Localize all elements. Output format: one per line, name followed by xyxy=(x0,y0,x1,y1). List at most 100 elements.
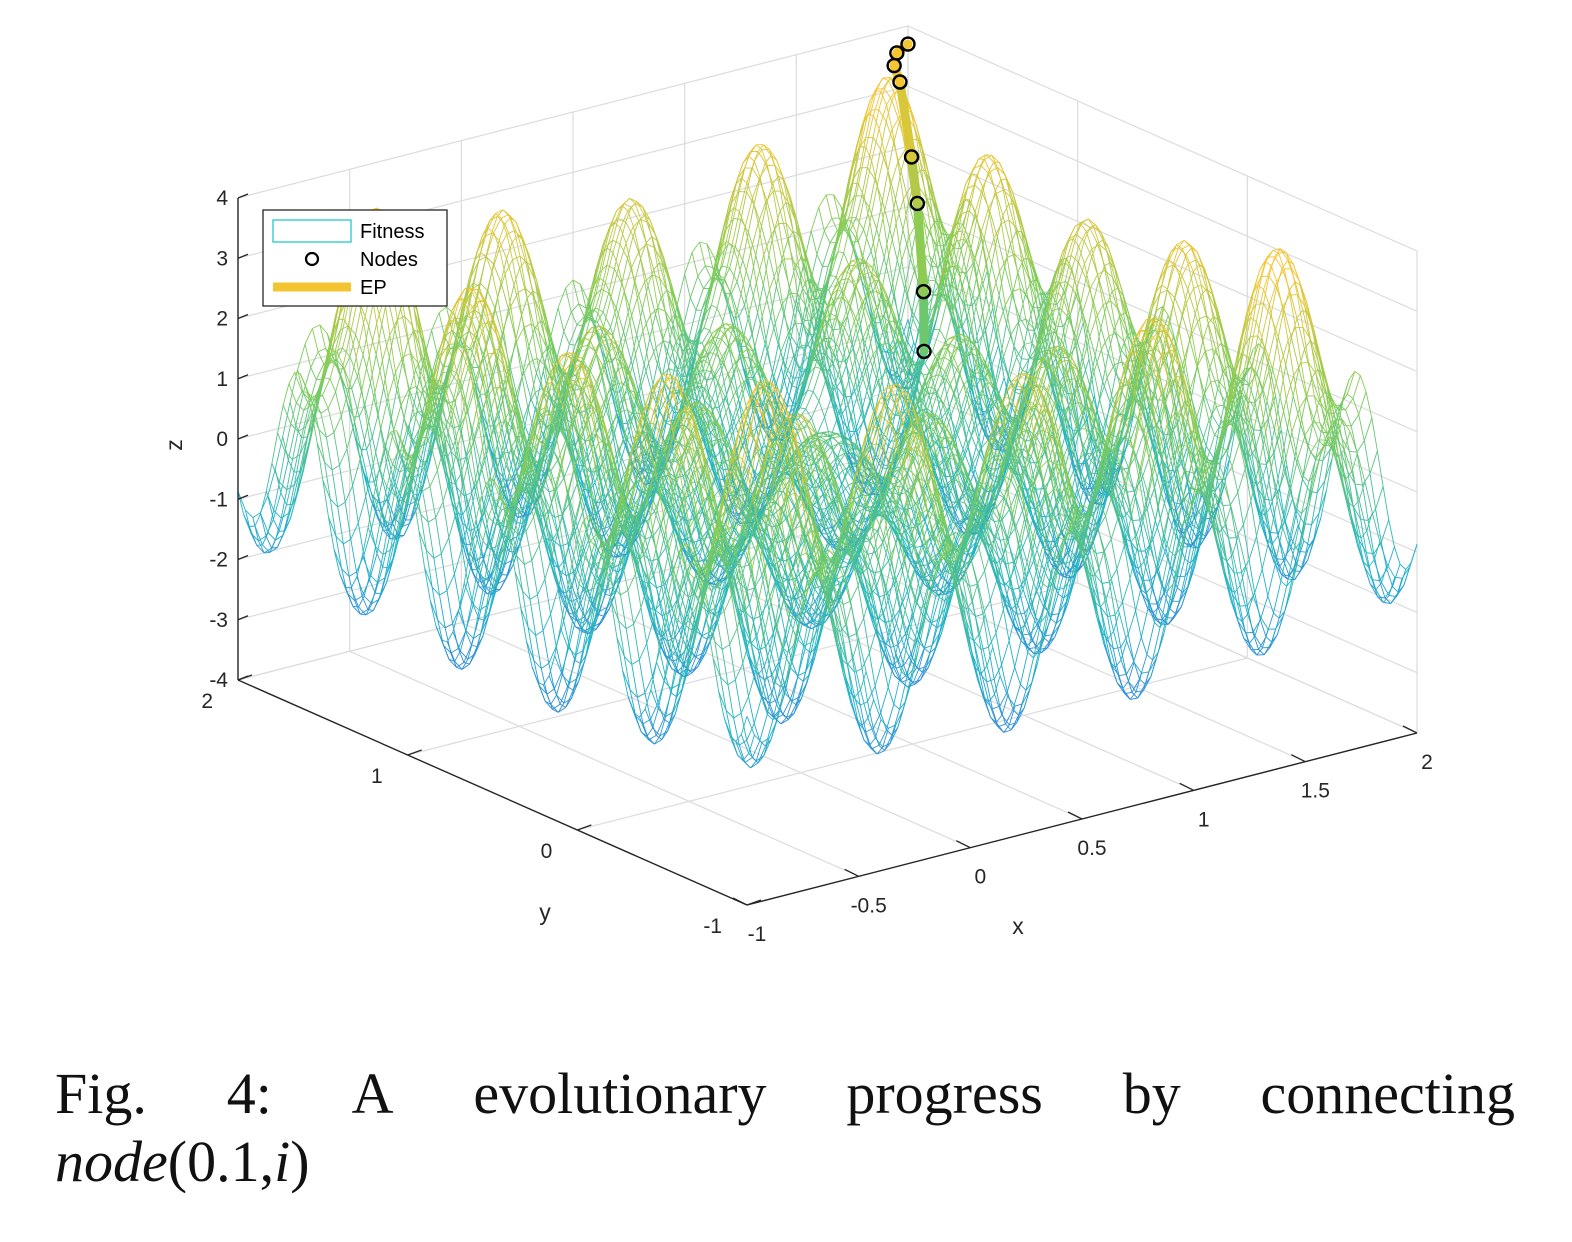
mesh-segment xyxy=(599,264,608,274)
mesh-segment xyxy=(300,404,310,438)
mesh-segment xyxy=(483,355,492,383)
mesh-segment xyxy=(738,182,748,212)
mesh-segment xyxy=(731,211,740,246)
mesh-segment xyxy=(954,223,964,236)
mesh-segment xyxy=(655,314,664,341)
mesh-segment xyxy=(768,149,778,161)
mesh-segment xyxy=(576,316,585,326)
mesh-segment xyxy=(731,191,740,204)
mesh-segment xyxy=(872,137,881,150)
mesh-segment xyxy=(595,307,604,313)
mesh-segment xyxy=(491,248,500,273)
mesh-segment xyxy=(359,426,368,460)
mesh-segment xyxy=(401,522,410,528)
mesh-segment xyxy=(331,464,340,471)
mesh-segment xyxy=(542,614,552,631)
mesh-segment xyxy=(315,363,325,380)
mesh-segment xyxy=(525,288,534,296)
mesh-segment xyxy=(389,319,398,336)
mesh-segment xyxy=(717,437,725,441)
mesh-segment xyxy=(409,390,418,411)
mesh-segment xyxy=(646,243,655,248)
mesh-segment xyxy=(701,330,711,344)
mesh-segment xyxy=(824,319,833,331)
mesh-segment xyxy=(610,267,619,297)
mesh-segment xyxy=(774,228,783,260)
mesh-segment xyxy=(480,283,489,292)
mesh-segment xyxy=(755,254,765,283)
mesh-segment xyxy=(864,396,873,420)
mesh-segment xyxy=(863,160,873,198)
mesh-segment xyxy=(260,513,269,533)
mesh-segment xyxy=(346,422,355,449)
mesh-segment xyxy=(703,277,712,289)
mesh-segment xyxy=(682,297,691,329)
mesh-segment xyxy=(470,286,480,319)
mesh-segment xyxy=(318,429,327,438)
mesh-segment xyxy=(691,241,700,253)
mesh-segment xyxy=(339,448,348,466)
mesh-segment xyxy=(472,367,481,395)
fitness-mesh xyxy=(237,77,1418,769)
mesh-segment xyxy=(710,274,720,306)
mesh-segment xyxy=(860,292,869,325)
mesh-segment xyxy=(310,351,319,368)
mesh-segment xyxy=(324,461,333,471)
mesh-segment xyxy=(861,221,871,259)
mesh-segment xyxy=(653,246,662,261)
mesh-segment xyxy=(650,307,659,316)
mesh-segment xyxy=(329,498,339,508)
mesh-segment xyxy=(292,454,301,460)
mesh-segment xyxy=(578,377,586,380)
mesh-segment xyxy=(769,269,778,290)
mesh-segment xyxy=(498,240,508,259)
mesh-segment xyxy=(450,648,459,654)
mesh-segment xyxy=(519,267,528,299)
mesh-segment xyxy=(505,446,515,475)
mesh-segment xyxy=(765,190,774,203)
mesh-segment xyxy=(485,394,494,427)
mesh-segment xyxy=(406,413,415,430)
mesh-segment xyxy=(882,185,891,219)
mesh-segment xyxy=(858,361,867,385)
mesh-segment xyxy=(616,291,625,321)
mesh-segment xyxy=(578,303,587,309)
mesh-segment xyxy=(603,296,612,328)
mesh-segment xyxy=(439,590,448,596)
mesh-segment xyxy=(811,307,820,321)
mesh-segment xyxy=(387,372,396,398)
mesh-segment xyxy=(863,229,872,252)
mesh-segment xyxy=(545,346,555,371)
mesh-segment xyxy=(643,364,653,392)
mesh-segment xyxy=(597,282,606,314)
mesh-segment xyxy=(400,308,409,342)
mesh-segment xyxy=(360,449,369,483)
mesh-segment xyxy=(739,191,747,193)
mesh-segment xyxy=(775,285,785,315)
mesh-segment xyxy=(427,517,436,523)
mesh-segment xyxy=(628,306,638,336)
mesh-segment xyxy=(429,353,438,382)
mesh-segment xyxy=(532,290,541,322)
mesh-segment xyxy=(714,321,724,344)
mesh-segment xyxy=(493,386,501,389)
mesh-segment xyxy=(896,260,906,290)
mesh-segment xyxy=(729,267,738,282)
mesh-segment xyxy=(337,501,346,508)
mesh-segment xyxy=(834,290,843,305)
mesh-segment xyxy=(649,337,658,365)
mesh-segment xyxy=(438,306,447,314)
mesh-segment xyxy=(703,399,713,409)
mesh-segment xyxy=(550,307,559,337)
mesh-segment xyxy=(517,288,526,293)
mesh-segment xyxy=(340,325,349,331)
mesh-segment xyxy=(550,589,559,615)
mesh-segment xyxy=(456,348,465,373)
mesh-segment xyxy=(466,334,476,356)
mesh-segment xyxy=(884,129,893,154)
mesh-segment xyxy=(713,365,722,379)
mesh-segment xyxy=(876,229,885,258)
mesh-segment xyxy=(843,220,852,253)
mesh-segment xyxy=(513,230,523,239)
